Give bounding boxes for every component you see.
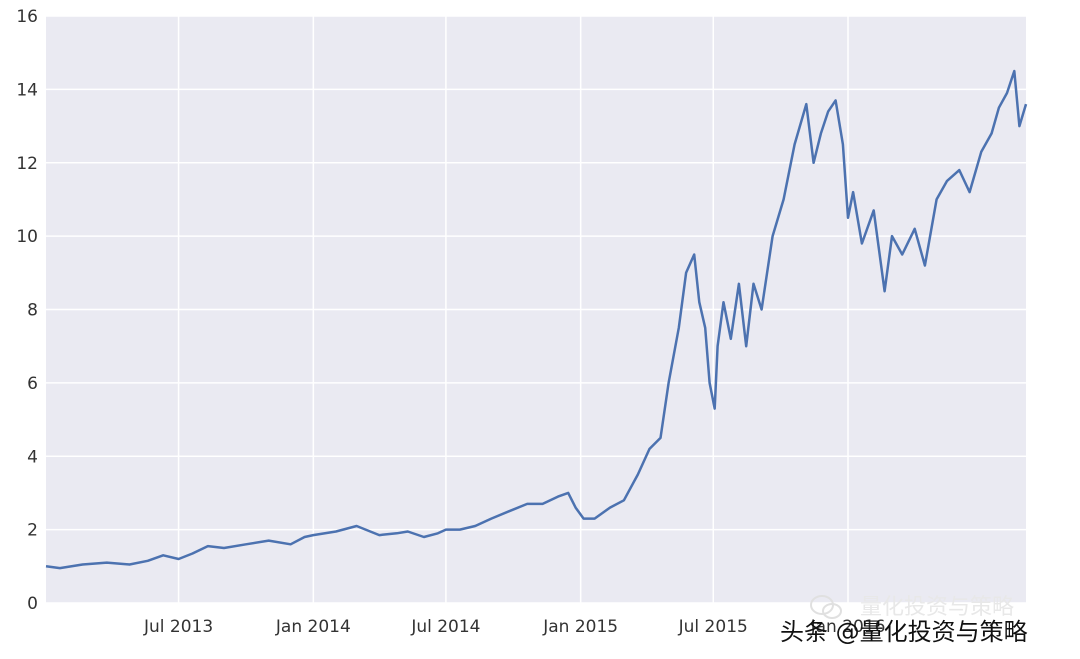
watermark: 量化投资与策略 头条 @量化投资与策略 — [780, 595, 1028, 646]
y-tick-label: 2 — [27, 521, 38, 541]
y-tick-label: 12 — [16, 154, 38, 174]
grid-lines — [46, 15, 1026, 604]
x-tick-label: Jul 2014 — [410, 617, 480, 637]
watermark-main-text: 头条 @量化投资与策略 — [780, 618, 1028, 646]
x-tick-label: Jul 2015 — [678, 617, 748, 637]
x-tick-label: Jan 2015 — [542, 617, 618, 637]
y-tick-label: 8 — [27, 301, 38, 321]
x-tick-label: Jan 2014 — [275, 617, 351, 637]
y-tick-label: 14 — [16, 80, 38, 100]
x-tick-label: Jan 2016 — [810, 617, 886, 637]
y-tick-label: 6 — [27, 374, 38, 394]
wechat-icon — [810, 595, 842, 619]
y-axis-ticks: 0 2 4 6 8 10 12 14 16 — [16, 7, 38, 614]
watermark-faint-text: 量化投资与策略 — [860, 595, 1014, 620]
y-tick-label: 0 — [27, 594, 38, 614]
y-tick-label: 4 — [27, 447, 38, 467]
y-tick-label: 10 — [16, 227, 38, 247]
series-line — [45, 69, 1028, 570]
x-tick-label: Jul 2013 — [143, 617, 213, 637]
y-tick-label: 16 — [16, 7, 38, 27]
x-axis-ticks: Jul 2013 Jan 2014 Jul 2014 Jan 2015 Jul 2015… — [143, 617, 885, 637]
